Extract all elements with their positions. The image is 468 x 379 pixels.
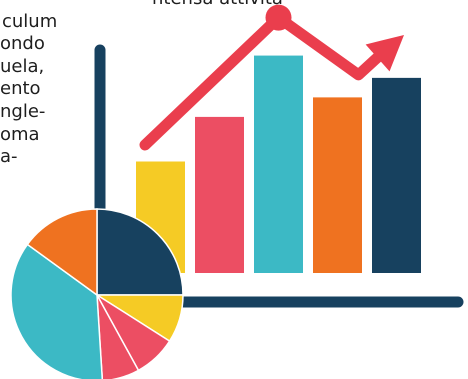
bar <box>372 77 421 273</box>
pie-chart <box>10 208 184 379</box>
pie-slice <box>26 208 98 297</box>
text-line: ondo <box>0 33 45 55</box>
trend-peak-dot <box>265 4 292 31</box>
text-line: culum <box>2 10 58 32</box>
paragraph-text: ntensa attività culum ondo uela, ento ng… <box>0 0 283 169</box>
bar <box>254 55 303 274</box>
chart-bars <box>136 55 421 274</box>
text-line: ngle- <box>0 100 46 122</box>
arrow-head-icon <box>365 35 404 72</box>
text-line: uela, <box>0 55 45 77</box>
pie-slice <box>96 294 140 379</box>
pie-slice <box>10 243 104 379</box>
trend-arrow <box>139 4 404 151</box>
pie-slice <box>96 208 184 296</box>
trend-line <box>139 12 396 151</box>
text-line: ntensa attività <box>0 0 283 11</box>
text-line: oma <box>0 123 40 145</box>
bar <box>195 116 244 274</box>
text-line: a- <box>0 146 18 168</box>
text-line: ento <box>0 78 41 100</box>
bar <box>313 97 362 273</box>
